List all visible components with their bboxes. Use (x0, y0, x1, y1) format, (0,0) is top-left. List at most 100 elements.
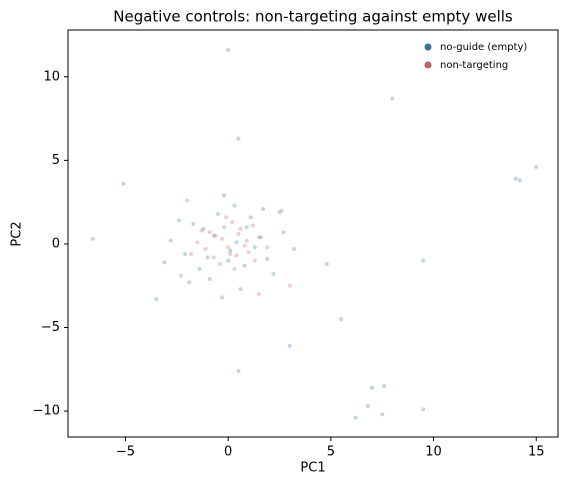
point (211, 233, 216, 238)
point (232, 203, 237, 208)
point (339, 317, 344, 322)
point (228, 248, 233, 253)
point (517, 178, 522, 183)
point (232, 267, 237, 272)
point (224, 215, 229, 220)
point (242, 263, 247, 268)
point (236, 136, 241, 141)
point (220, 295, 225, 300)
x-tick-label: −5 (116, 445, 135, 460)
point (369, 385, 374, 390)
point (207, 230, 212, 235)
x-tick-label: 0 (224, 445, 232, 460)
chart-title: Negative controls: non-targeting against… (113, 8, 513, 26)
point (226, 258, 231, 263)
y-tick-label: −10 (33, 404, 60, 419)
point (162, 260, 167, 265)
point (238, 226, 243, 231)
point (199, 228, 204, 233)
point (265, 256, 270, 261)
point (207, 277, 212, 282)
point (234, 240, 239, 245)
x-tick-label: 10 (425, 445, 442, 460)
x-tick-label: 5 (327, 445, 335, 460)
point (390, 96, 395, 101)
point (121, 181, 126, 186)
point (421, 407, 426, 412)
point (211, 255, 216, 260)
point (265, 245, 270, 250)
point (215, 211, 220, 216)
point (238, 287, 243, 292)
point (281, 230, 286, 235)
point (279, 208, 284, 213)
point (380, 412, 385, 417)
point (353, 415, 358, 420)
point (252, 258, 257, 263)
plot-frame (67, 29, 559, 438)
point (203, 246, 208, 251)
point (271, 272, 276, 277)
point (236, 368, 241, 373)
y-tick-label: 5 (52, 153, 60, 168)
point (176, 218, 181, 223)
point (236, 231, 241, 236)
point (230, 220, 235, 225)
point (197, 267, 202, 272)
legend-label: no-guide (empty) (440, 42, 527, 53)
x-axis-label: PC1 (300, 461, 325, 476)
y-tick-label: −5 (41, 320, 60, 335)
point (222, 193, 227, 198)
point (244, 225, 249, 230)
point (178, 273, 183, 278)
point (191, 221, 196, 226)
point (256, 235, 261, 240)
point (154, 297, 159, 302)
point (187, 280, 192, 285)
point (246, 250, 251, 255)
point (250, 223, 255, 228)
point (213, 233, 218, 238)
point (226, 48, 231, 53)
point (220, 236, 225, 241)
y-tick-label: 10 (43, 69, 60, 84)
point (228, 251, 233, 256)
point (248, 215, 253, 220)
legend-marker (424, 61, 432, 69)
point (185, 198, 190, 203)
point (222, 225, 227, 230)
point (534, 165, 539, 170)
point (90, 236, 95, 241)
point (205, 255, 210, 260)
point (287, 283, 292, 288)
point (382, 384, 387, 389)
point (234, 253, 239, 258)
y-tick-label: 0 (52, 236, 60, 251)
point (217, 262, 222, 267)
point (189, 251, 194, 256)
y-axis-label: PC2 (10, 221, 25, 246)
point (168, 238, 173, 243)
point (242, 243, 247, 248)
point (244, 238, 249, 243)
x-tick-label: 15 (528, 445, 545, 460)
point (324, 262, 329, 267)
point (277, 210, 282, 215)
point (365, 404, 370, 409)
point (287, 343, 292, 348)
point (256, 292, 261, 297)
point (421, 258, 426, 263)
point (513, 176, 518, 181)
point (201, 226, 206, 231)
point (259, 235, 264, 240)
point (252, 245, 257, 250)
point (226, 245, 231, 250)
point (183, 251, 188, 256)
point (261, 206, 266, 211)
legend-marker (424, 43, 432, 51)
point (291, 246, 296, 251)
legend-label: non-targeting (440, 60, 508, 71)
point (195, 240, 200, 245)
